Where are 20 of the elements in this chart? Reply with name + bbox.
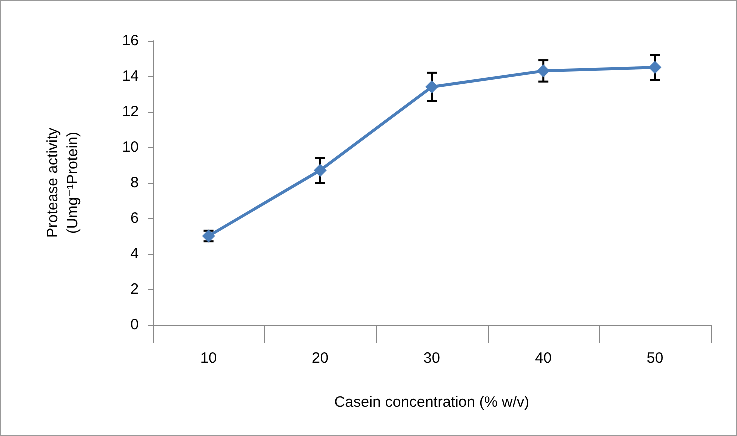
point [537, 64, 550, 78]
y-tick-label: 6 [130, 210, 139, 227]
y-tick-label: 16 [122, 32, 139, 50]
y-tick-label: 4 [130, 246, 139, 262]
x-tick-label: 10 [200, 350, 218, 367]
y-tick-label: 0 [130, 316, 139, 334]
x-tick-label: 30 [424, 350, 440, 367]
point [648, 61, 662, 74]
x-tick-label: 40 [535, 350, 552, 367]
y-axis-title: Protease activity (Umg⁻¹Protein) [44, 127, 82, 238]
x-axis-title: Casein concentration (% w/v) [334, 394, 530, 411]
point [426, 80, 438, 94]
y-tick-label: 14 [122, 68, 139, 85]
x-tick-label: 50 [646, 350, 664, 367]
y-tick-label: 12 [122, 104, 139, 120]
point [314, 164, 327, 178]
y-tick-label: 8 [130, 174, 139, 192]
y-tick-label: 10 [122, 139, 139, 156]
x-tick-label: 20 [312, 350, 329, 367]
y-tick-label: 2 [130, 281, 139, 298]
